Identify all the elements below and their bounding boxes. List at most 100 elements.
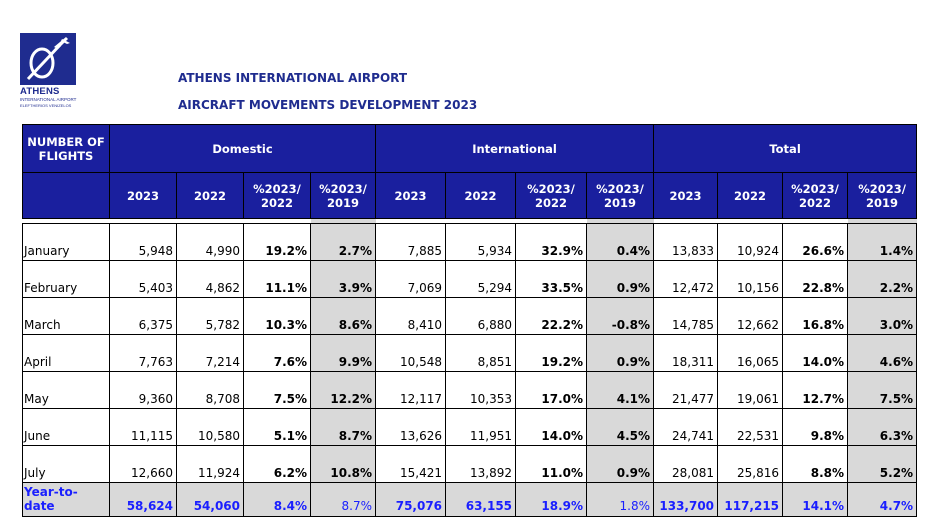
international-cell-1: 11,951 [445,408,517,446]
total-cell-3: 6.3% [847,408,918,446]
total-cell-0: 14,785 [653,297,719,335]
month-label: May [22,371,110,409]
total-cell-2: 8.8% [782,445,849,483]
international-cell-1: 6,880 [445,297,517,335]
international-cell-3: 4.1% [586,371,655,409]
domestic-cell-0: 7,763 [109,334,177,372]
domestic-cell-2: 11.1% [243,260,311,298]
month-label: January [22,223,110,261]
domestic-cell-0: 5,403 [109,260,177,298]
subheader-domestic-2: %2023/2022 [243,172,311,219]
international-cell-3: 0.4% [586,223,655,261]
total-total-cell-3: 4.7% [847,482,918,517]
total-cell-0: 28,081 [653,445,719,483]
group-header-international: International [375,124,655,173]
table-row: June 11,115 10,580 5.1% 8.7% 13,626 11,951 14.0… [22,408,918,446]
subheader-international-0: 2023 [375,172,447,219]
international-cell-3: 0.9% [586,334,655,372]
total-domestic-cell-1: 54,060 [176,482,244,517]
table-row: March 6,375 5,782 10.3% 8.6% 8,410 6,880 22.2% -… [22,297,918,335]
subheader-international-2: %2023/2022 [515,172,588,219]
domestic-cell-1: 7,214 [176,334,244,372]
table-row: May 9,360 8,708 7.5% 12.2% 12,117 10,353 17.0% 4… [22,371,918,409]
domestic-cell-3: 10.8% [309,445,377,483]
month-label: February [22,260,110,298]
domestic-cell-2: 7.5% [243,371,311,409]
total-international-cell-1: 63,155 [445,482,517,517]
international-cell-2: 33.5% [515,260,588,298]
row-label-header: NUMBER OF FLIGHTS [22,124,110,173]
total-total-cell-0: 133,700 [653,482,719,517]
international-cell-0: 8,410 [375,297,447,335]
international-cell-0: 10,548 [375,334,447,372]
international-cell-0: 13,626 [375,408,447,446]
total-domestic-cell-0: 58,624 [109,482,177,517]
international-cell-1: 10,353 [445,371,517,409]
document-subtitle: AIRCRAFT MOVEMENTS DEVELOPMENT 2023 [178,98,478,112]
domestic-cell-3: 12.2% [309,371,377,409]
total-domestic-cell-3: 8.7% [309,482,377,517]
total-cell-2: 14.0% [782,334,849,372]
domestic-cell-0: 9,360 [109,371,177,409]
domestic-cell-1: 5,782 [176,297,244,335]
international-cell-0: 12,117 [375,371,447,409]
empty-header-cell [22,172,110,219]
group-header-domestic: Domestic [108,124,377,173]
month-label: July [22,445,110,483]
group-header-total: Total [653,124,918,173]
subheader-international-1: 2022 [445,172,517,219]
domestic-cell-2: 19.2% [243,223,311,261]
international-cell-2: 17.0% [515,371,588,409]
total-cell-1: 12,662 [717,297,784,335]
domestic-cell-0: 5,948 [109,223,177,261]
logo-subtitle-1: INTERNATIONAL AIRPORT [20,97,77,102]
table-row: April 7,763 7,214 7.6% 9.9% 10,548 8,851 19.2% 0… [22,334,918,372]
subheader-domestic-3: %2023/2019 [309,172,377,219]
total-cell-3: 7.5% [847,371,918,409]
domestic-cell-3: 9.9% [309,334,377,372]
total-cell-1: 19,061 [717,371,784,409]
domestic-cell-1: 4,990 [176,223,244,261]
total-international-cell-2: 18.9% [515,482,588,517]
total-domestic-cell-2: 8.4% [243,482,311,517]
international-cell-2: 32.9% [515,223,588,261]
domestic-cell-2: 10.3% [243,297,311,335]
subheader-total-0: 2023 [653,172,719,219]
domestic-cell-1: 8,708 [176,371,244,409]
subheader-total-1: 2022 [717,172,784,219]
domestic-cell-2: 5.1% [243,408,311,446]
domestic-cell-3: 3.9% [309,260,377,298]
subheader-domestic-0: 2023 [109,172,177,219]
table-row: February 5,403 4,862 11.1% 3.9% 7,069 5,294 33.… [22,260,918,298]
total-cell-3: 1.4% [847,223,918,261]
year-to-date-row: Year-to-date 58,624 54,060 8.4% 8.7% 75,076 63… [22,482,918,517]
domestic-cell-1: 10,580 [176,408,244,446]
aircraft-movements-table: NUMBER OF FLIGHTS Domestic International… [22,124,918,517]
international-cell-2: 22.2% [515,297,588,335]
total-international-cell-3: 1.8% [586,482,655,517]
total-cell-3: 3.0% [847,297,918,335]
domestic-cell-0: 11,115 [109,408,177,446]
international-cell-1: 8,851 [445,334,517,372]
domestic-cell-1: 4,862 [176,260,244,298]
international-cell-2: 14.0% [515,408,588,446]
international-cell-0: 15,421 [375,445,447,483]
total-international-cell-0: 75,076 [375,482,447,517]
international-cell-3: 0.9% [586,260,655,298]
table-row: July 12,660 11,924 6.2% 10.8% 15,421 13,892 11.… [22,445,918,483]
total-total-cell-1: 117,215 [717,482,784,517]
total-cell-1: 25,816 [717,445,784,483]
domestic-cell-0: 6,375 [109,297,177,335]
total-cell-0: 12,472 [653,260,719,298]
total-cell-1: 22,531 [717,408,784,446]
international-cell-0: 7,885 [375,223,447,261]
total-cell-0: 24,741 [653,408,719,446]
total-cell-2: 9.8% [782,408,849,446]
month-label: June [22,408,110,446]
subheader-total-2: %2023/2022 [782,172,849,219]
total-cell-0: 21,477 [653,371,719,409]
subheader-domestic-1: 2022 [176,172,244,219]
table-row: January 5,948 4,990 19.2% 2.7% 7,885 5,934 32.9… [22,223,918,261]
international-cell-3: 0.9% [586,445,655,483]
international-cell-2: 11.0% [515,445,588,483]
